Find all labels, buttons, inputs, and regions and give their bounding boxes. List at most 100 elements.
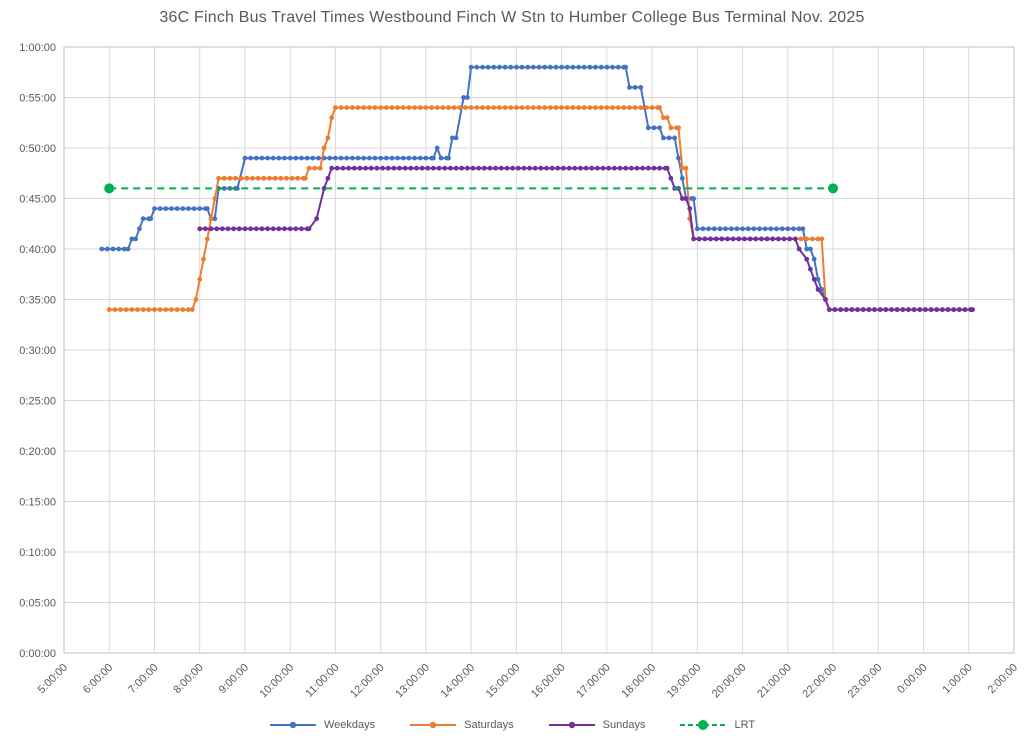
series-weekdays-marker (157, 206, 163, 212)
y-axis-tick-label: 0:10:00 (19, 547, 56, 559)
chart-title: 36C Finch Bus Travel Times Westbound Fin… (159, 9, 865, 26)
series-sundays-marker (776, 236, 781, 242)
series-weekdays-marker (446, 155, 451, 161)
series-saturdays-marker (244, 175, 250, 181)
legend-item-sundays: Sundays (548, 719, 645, 731)
series-weekdays-marker (627, 85, 632, 90)
legend-item-weekdays: Weekdays (269, 719, 375, 731)
series-saturdays-marker (485, 105, 491, 110)
series-weekdays-marker (661, 135, 666, 141)
series-weekdays-marker (221, 186, 227, 191)
plot-border (63, 46, 1015, 654)
series-weekdays-marker (808, 246, 813, 252)
series-weekdays-marker (304, 155, 310, 161)
series-saturdays-marker (367, 105, 372, 110)
series-weekdays-marker (191, 206, 197, 212)
series-saturdays-marker (412, 105, 417, 110)
series-sundays-marker (883, 307, 889, 312)
series-saturdays-marker (798, 236, 804, 242)
series-sundays-marker (889, 307, 894, 312)
series-weekdays-marker (152, 206, 157, 212)
series-sundays-marker (753, 236, 759, 242)
series-saturdays-marker (644, 105, 649, 110)
series-saturdays-line (109, 106, 973, 311)
series-saturdays-marker (679, 165, 685, 171)
series-sundays-marker (787, 236, 793, 242)
series-saturdays-marker (267, 175, 272, 181)
series-sundays-marker (612, 165, 617, 171)
series-saturdays-marker (564, 105, 570, 110)
series-saturdays-marker (604, 105, 610, 110)
series-sundays-marker (934, 307, 940, 312)
legend-swatch-lrt-icon (680, 720, 727, 730)
series-saturdays-marker (434, 105, 440, 110)
series-weekdays-marker (242, 155, 248, 161)
series-weekdays-marker (679, 175, 685, 181)
series-weekdays-marker (700, 226, 706, 232)
series-sundays-marker (346, 165, 351, 171)
series-sundays-marker (453, 165, 459, 171)
series-sundays-marker (600, 165, 606, 171)
series-sundays-marker (527, 165, 532, 171)
series-sundays-marker (759, 236, 764, 242)
series-sundays-marker (368, 165, 374, 171)
series-weekdays-marker (400, 155, 406, 161)
series-saturdays-marker (598, 105, 604, 110)
series-sundays-marker (900, 307, 906, 312)
series-saturdays-marker (306, 165, 312, 171)
legend-swatch-weekdays-icon (269, 721, 316, 729)
series-weekdays-marker (785, 226, 791, 232)
series-weekdays-marker (383, 155, 389, 161)
series-weekdays-marker (610, 64, 615, 70)
series-saturdays-marker (440, 105, 446, 110)
series-saturdays-marker (570, 105, 576, 110)
series-saturdays-marker (514, 105, 519, 110)
series-weekdays-marker (651, 125, 657, 131)
series-saturdays-marker (446, 105, 451, 110)
series-sundays-marker (293, 226, 299, 232)
series-weekdays-marker (105, 246, 110, 252)
series-sundays-marker (589, 165, 595, 171)
series-weekdays-marker (310, 155, 316, 161)
series-sundays-marker (691, 236, 696, 242)
series-sundays-marker (855, 307, 860, 312)
series-sundays-marker (725, 236, 730, 242)
series-saturdays-marker (208, 216, 214, 222)
series-sundays-marker (487, 165, 493, 171)
series-sundays-marker (623, 165, 629, 171)
series-weekdays-marker (372, 155, 378, 161)
series-saturdays-marker (212, 196, 218, 201)
series-sundays-marker (510, 165, 515, 171)
series-saturdays-marker (325, 135, 331, 141)
series-sundays-marker (521, 165, 527, 171)
series-sundays-marker (504, 165, 510, 171)
series-saturdays-marker (809, 236, 815, 242)
x-axis-tick-label: 12:00:00 (348, 662, 387, 701)
series-weekdays-marker (338, 155, 344, 161)
series-sundays-marker (808, 266, 813, 272)
series-weekdays-marker (774, 226, 779, 232)
series-sundays-marker (225, 226, 231, 232)
series-sundays-marker (956, 307, 962, 312)
series-sundays-marker (493, 165, 498, 171)
x-axis-tick-label: 10:00:00 (258, 662, 297, 701)
series-sundays-marker (708, 236, 713, 242)
x-axis-tick-label: 17:00:00 (574, 662, 613, 701)
series-sundays-marker (815, 287, 821, 292)
series-saturdays-marker (216, 175, 222, 181)
series-weekdays-marker (508, 64, 514, 70)
series-saturdays-marker (581, 105, 587, 110)
x-axis-tick-label: 16:00:00 (529, 662, 568, 701)
series-weekdays-marker (344, 155, 350, 161)
series-sundays-marker (236, 226, 242, 232)
series-sundays-marker (617, 165, 623, 171)
series-sundays-marker (951, 307, 957, 312)
series-weekdays-marker (706, 226, 711, 232)
series-sundays-marker (860, 307, 866, 312)
series-saturdays-marker (819, 236, 825, 242)
series-sundays-marker (629, 165, 634, 171)
series-sundays-marker (357, 165, 363, 171)
series-weekdays-marker (547, 64, 553, 70)
series-weekdays-marker (350, 155, 355, 161)
series-weekdays-marker (474, 64, 480, 70)
